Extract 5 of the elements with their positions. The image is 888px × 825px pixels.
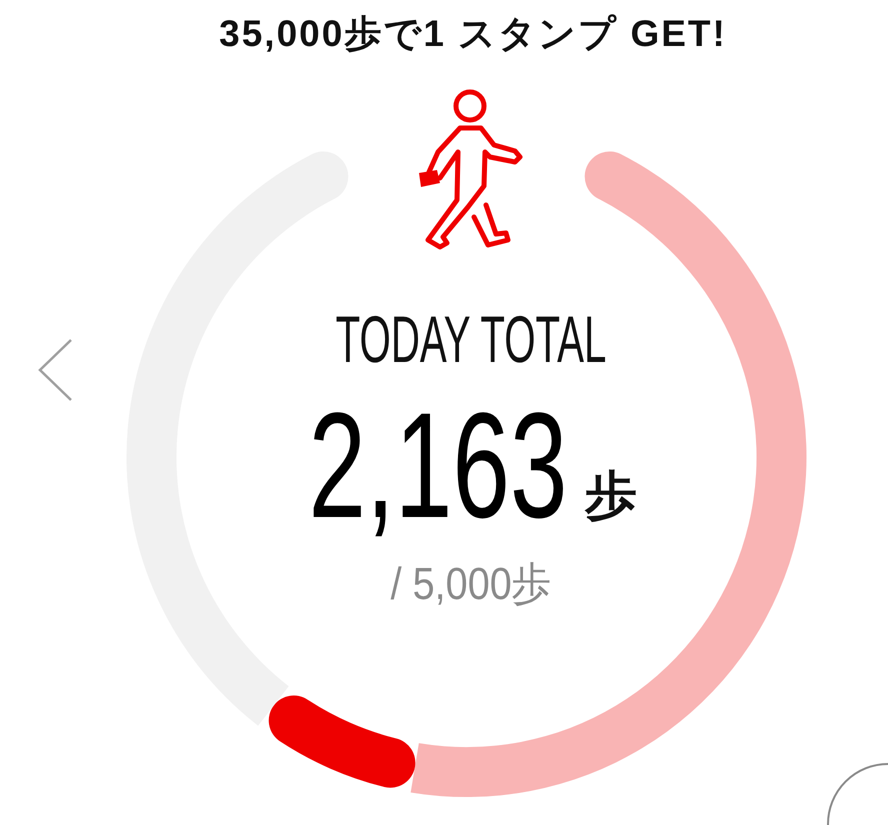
text: 2,163 [308,381,568,549]
text: 歩 [585,467,637,525]
text: / 5,000歩 [390,558,552,609]
text: TODAY TOTAL [336,302,606,376]
chart-title: 35,000歩で1 スタンプ GET! [219,13,727,54]
